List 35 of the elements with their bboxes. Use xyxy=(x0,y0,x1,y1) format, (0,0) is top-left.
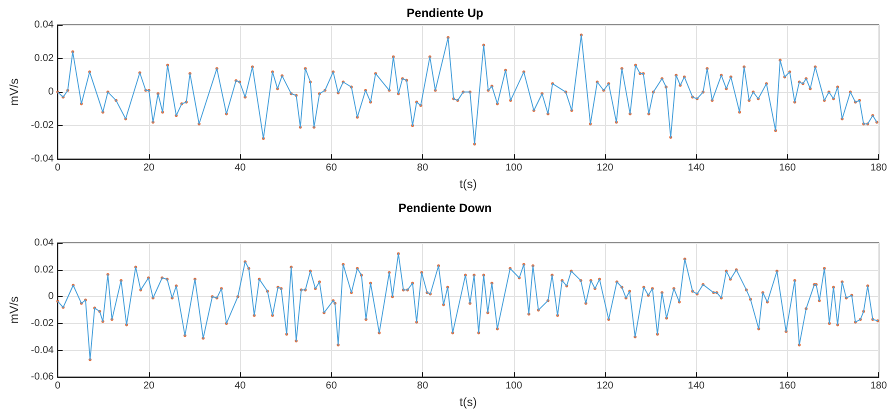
x-tick-label: 140 xyxy=(688,162,705,174)
x-tick-label: 80 xyxy=(417,380,429,392)
y-tick-label: -0.04 xyxy=(30,154,54,165)
y-tick-label: -0.04 xyxy=(30,344,54,356)
y-tick-label: 0.02 xyxy=(34,264,54,276)
x-tick-label: 60 xyxy=(326,380,338,392)
x-tick-label: 140 xyxy=(688,380,705,392)
chart-title: Pendiente Down xyxy=(398,201,492,215)
x-tick-label: 160 xyxy=(779,380,796,392)
x-tick-label: 120 xyxy=(596,162,614,174)
y-tick-label: -0.06 xyxy=(30,372,54,383)
chart-title: Pendiente Up xyxy=(406,6,484,20)
y-axis-title: mV/s xyxy=(7,78,21,106)
x-tick-label: 100 xyxy=(505,162,523,174)
x-tick-label: 120 xyxy=(596,380,614,392)
y-tick-label: 0 xyxy=(48,86,54,98)
x-tick-label: 180 xyxy=(870,162,888,174)
y-tick-label: -0.02 xyxy=(30,120,54,132)
x-tick-label: 60 xyxy=(326,162,338,174)
y-tick-label: 0.04 xyxy=(34,20,54,30)
y-tick-label: 0 xyxy=(48,291,54,302)
x-tick-label: 20 xyxy=(143,162,155,174)
x-tick-label: 40 xyxy=(234,162,246,174)
x-tick-label: 160 xyxy=(779,162,796,174)
x-tick-label: 20 xyxy=(143,380,155,392)
y-tick-label: -0.02 xyxy=(30,318,54,329)
x-axis-title: t(s) xyxy=(460,177,477,191)
y-axis-title: mV/s xyxy=(7,296,21,324)
y-tick-label: 0.02 xyxy=(34,53,54,64)
x-tick-label: 100 xyxy=(505,380,523,392)
x-axis-title: t(s) xyxy=(460,395,477,409)
x-tick-label: 180 xyxy=(870,380,888,392)
y-tick-label: 0.04 xyxy=(34,238,54,248)
x-tick-label: 40 xyxy=(234,380,246,392)
x-tick-label: 80 xyxy=(417,162,429,174)
